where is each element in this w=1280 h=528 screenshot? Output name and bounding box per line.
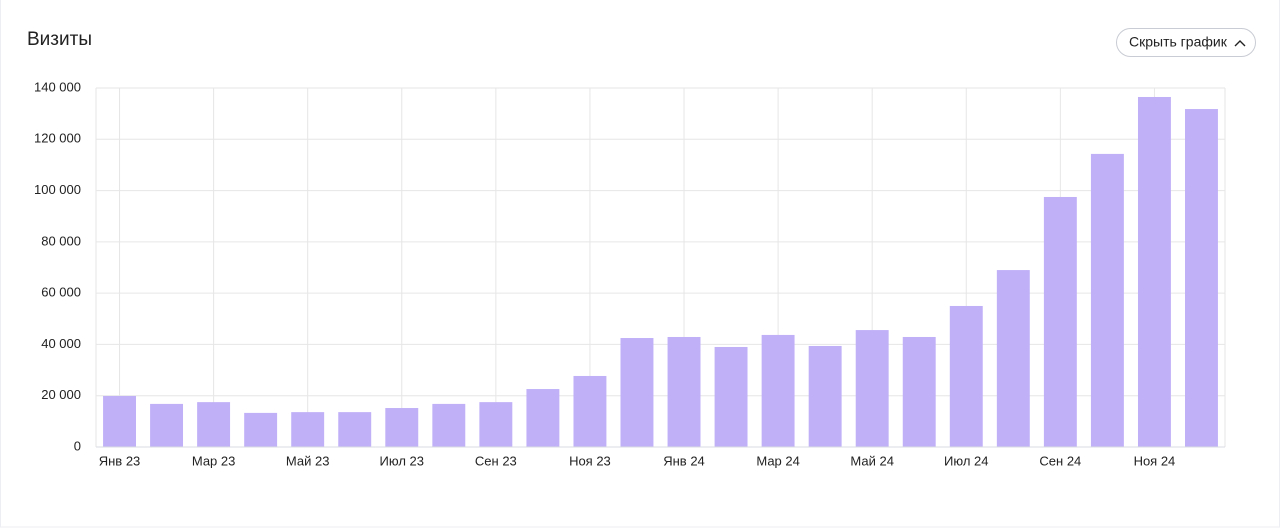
x-tick-label: Сен 23 [475,453,517,468]
bar [761,334,795,447]
bar [855,330,889,447]
toggle-button[interactable]: Скрыть график [1116,28,1256,57]
y-tick-label: 100 000 [34,182,81,197]
y-tick-label: 140 000 [34,79,81,94]
bar [291,412,325,447]
x-tick-label: Июл 23 [380,453,424,468]
bar [714,346,748,447]
bar [479,402,513,447]
x-tick-label: Сен 24 [1039,453,1081,468]
bar [1090,153,1124,447]
bar [1043,196,1077,447]
y-tick-label: 60 000 [41,285,81,300]
bar [667,336,701,447]
x-tick-label: Май 23 [286,453,330,468]
y-tick-label: 40 000 [41,336,81,351]
bar [432,403,466,447]
bar [949,305,983,447]
button-label[interactable]: Скрыть график [1129,34,1228,50]
bar [573,375,607,447]
x-tick-label: Янв 24 [663,453,705,468]
x-tick-label: Ноя 24 [1134,453,1176,468]
bar [996,270,1030,447]
x-tick-label: Мар 24 [756,453,800,468]
y-tick-label: 0 [74,438,81,453]
chart-title: Визиты [27,29,92,50]
y-tick-label: 20 000 [41,387,81,402]
bar [808,345,842,447]
bar [150,403,184,447]
bar [197,402,231,447]
chevron-icon[interactable] [1234,40,1246,47]
y-tick-label: 80 000 [41,233,81,248]
x-tick-label: Ноя 23 [569,453,611,468]
bar [244,412,278,447]
y-tick-label: 120 000 [34,131,81,146]
bar [338,412,372,447]
bar [103,395,136,447]
bar [620,338,654,447]
bar [385,408,419,447]
bar [526,389,560,447]
x-tick-label: Янв 23 [99,453,141,468]
bar [902,336,936,447]
bar [1185,109,1218,447]
bar [1137,96,1171,447]
x-tick-label: Мар 23 [192,453,236,468]
x-tick-label: Май 24 [850,453,894,468]
button-frame[interactable] [1116,28,1256,57]
x-tick-label: Июл 24 [944,453,988,468]
